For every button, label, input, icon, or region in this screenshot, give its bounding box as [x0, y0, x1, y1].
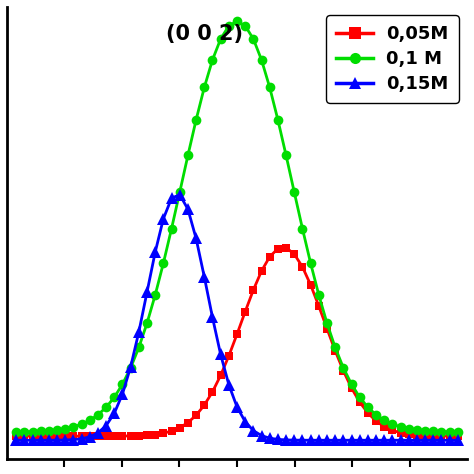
Text: (0 0 2): (0 0 2) — [166, 24, 243, 44]
Legend: 0,05M, 0,1 M, 0,15M: 0,05M, 0,1 M, 0,15M — [327, 15, 459, 102]
